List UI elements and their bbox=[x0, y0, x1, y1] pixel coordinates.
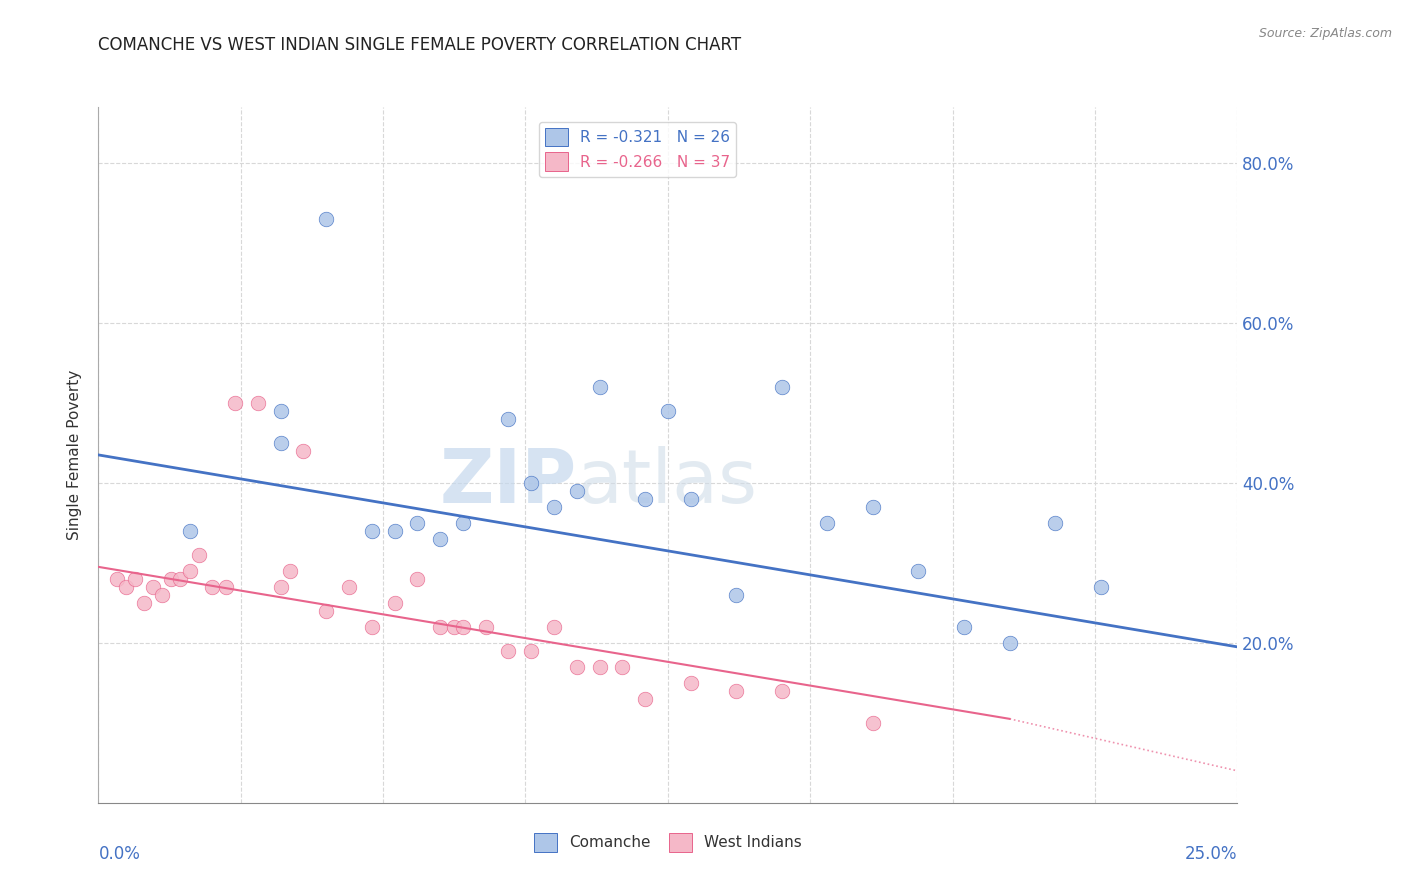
Point bbox=[179, 524, 201, 538]
Point bbox=[565, 483, 588, 498]
Point bbox=[278, 564, 301, 578]
Point bbox=[862, 500, 884, 514]
Point bbox=[384, 524, 406, 538]
Point bbox=[124, 572, 146, 586]
Point bbox=[770, 683, 793, 698]
Point bbox=[406, 516, 429, 530]
Point bbox=[187, 548, 209, 562]
Point bbox=[634, 691, 657, 706]
Point bbox=[1043, 516, 1066, 530]
Y-axis label: Single Female Poverty: Single Female Poverty bbox=[67, 370, 83, 540]
Point bbox=[1090, 580, 1112, 594]
Legend: Comanche, West Indians: Comanche, West Indians bbox=[527, 827, 808, 858]
Point bbox=[179, 564, 201, 578]
Point bbox=[160, 572, 183, 586]
Text: Source: ZipAtlas.com: Source: ZipAtlas.com bbox=[1258, 27, 1392, 40]
Point bbox=[360, 524, 382, 538]
Point bbox=[315, 212, 337, 227]
Point bbox=[725, 683, 748, 698]
Point bbox=[169, 572, 191, 586]
Text: COMANCHE VS WEST INDIAN SINGLE FEMALE POVERTY CORRELATION CHART: COMANCHE VS WEST INDIAN SINGLE FEMALE PO… bbox=[98, 36, 741, 54]
Point bbox=[315, 604, 337, 618]
Point bbox=[201, 580, 224, 594]
Point bbox=[998, 636, 1021, 650]
Point bbox=[429, 532, 451, 546]
Point bbox=[498, 644, 520, 658]
Point bbox=[105, 572, 128, 586]
Point bbox=[429, 620, 451, 634]
Point bbox=[498, 412, 520, 426]
Text: 0.0%: 0.0% bbox=[98, 845, 141, 863]
Point bbox=[907, 564, 929, 578]
Point bbox=[224, 396, 246, 410]
Point bbox=[114, 580, 136, 594]
Point bbox=[384, 596, 406, 610]
Point bbox=[150, 588, 173, 602]
Point bbox=[543, 620, 565, 634]
Point bbox=[953, 620, 976, 634]
Point bbox=[588, 380, 610, 394]
Point bbox=[474, 620, 496, 634]
Point bbox=[679, 676, 702, 690]
Point bbox=[657, 404, 679, 418]
Point bbox=[443, 620, 465, 634]
Point bbox=[612, 660, 634, 674]
Point bbox=[725, 588, 748, 602]
Point bbox=[337, 580, 360, 594]
Point bbox=[862, 715, 884, 730]
Point bbox=[679, 491, 702, 506]
Text: atlas: atlas bbox=[576, 446, 758, 519]
Point bbox=[634, 491, 657, 506]
Point bbox=[451, 516, 474, 530]
Point bbox=[565, 660, 588, 674]
Point bbox=[520, 475, 543, 490]
Point bbox=[451, 620, 474, 634]
Point bbox=[132, 596, 155, 610]
Point bbox=[215, 580, 238, 594]
Text: ZIP: ZIP bbox=[440, 446, 576, 519]
Point bbox=[270, 580, 292, 594]
Point bbox=[588, 660, 610, 674]
Point bbox=[270, 404, 292, 418]
Point bbox=[406, 572, 429, 586]
Point bbox=[360, 620, 382, 634]
Point bbox=[270, 436, 292, 450]
Point bbox=[292, 444, 315, 458]
Point bbox=[543, 500, 565, 514]
Point bbox=[520, 644, 543, 658]
Point bbox=[770, 380, 793, 394]
Point bbox=[815, 516, 838, 530]
Text: 25.0%: 25.0% bbox=[1185, 845, 1237, 863]
Point bbox=[142, 580, 165, 594]
Point bbox=[246, 396, 269, 410]
